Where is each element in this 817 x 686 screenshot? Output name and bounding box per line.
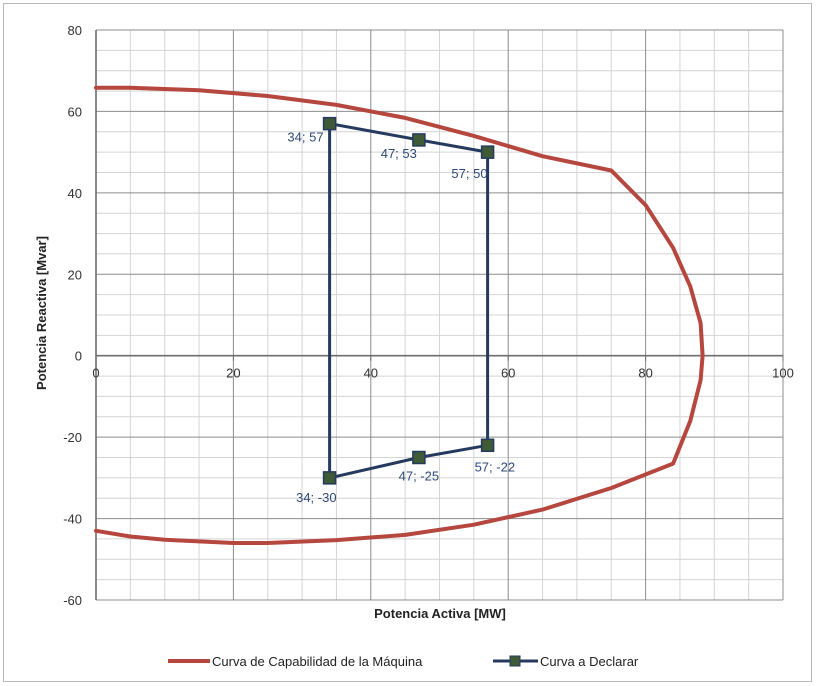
grid-minor-lines bbox=[96, 30, 783, 600]
y-tick-label: -40 bbox=[63, 512, 82, 527]
declarar-point-marker bbox=[480, 145, 495, 159]
data-label: 57; 50 bbox=[451, 166, 487, 181]
x-tick-label: 60 bbox=[501, 366, 515, 381]
legend-label-declarar: Curva a Declarar bbox=[540, 654, 639, 669]
x-tick-label: 40 bbox=[364, 366, 378, 381]
series-layer bbox=[94, 85, 705, 545]
legend-marker-declarar bbox=[509, 655, 521, 667]
tick-labels: 0 20 40 60 80 100 80 60 40 20 0 -20 -40 -60 bbox=[63, 23, 794, 608]
data-label: 34; 57 bbox=[287, 130, 323, 145]
y-tick-label: 0 bbox=[75, 349, 82, 364]
data-labels: 34; 57 47; 53 57; 50 57; -22 47; -25 34; -30 bbox=[287, 130, 515, 505]
data-label: 47; -25 bbox=[399, 469, 439, 484]
chart-frame bbox=[3, 3, 812, 682]
legend-label-capability: Curva de Capabilidad de la Máquina bbox=[212, 654, 423, 669]
y-tick-label: -20 bbox=[63, 430, 82, 445]
y-axis-title: Potencia Reactiva [Mvar] bbox=[34, 236, 49, 390]
y-tick-label: 60 bbox=[68, 104, 82, 119]
x-tick-label: 0 bbox=[92, 366, 99, 381]
declarar-point-marker bbox=[322, 116, 337, 131]
y-tick-label: 40 bbox=[68, 186, 82, 201]
axes bbox=[95, 30, 784, 600]
legend: Curva de Capabilidad de la Máquina Curva… bbox=[168, 654, 639, 669]
x-axis-title: Potencia Activa [MW] bbox=[374, 606, 506, 621]
data-label: 34; -30 bbox=[296, 490, 336, 505]
declarar-point-marker bbox=[480, 438, 495, 453]
x-tick-label: 100 bbox=[772, 366, 794, 381]
y-tick-label: 80 bbox=[68, 23, 82, 38]
data-label: 47; 53 bbox=[381, 146, 417, 161]
declarar-point-marker bbox=[322, 471, 337, 485]
y-tick-label: -60 bbox=[63, 593, 82, 608]
declarar-point-marker bbox=[412, 450, 426, 465]
y-tick-label: 20 bbox=[68, 267, 82, 282]
x-tick-label: 80 bbox=[638, 366, 652, 381]
capability-curve-line bbox=[94, 85, 705, 545]
x-tick-label: 20 bbox=[226, 366, 240, 381]
data-label: 57; -22 bbox=[475, 459, 515, 474]
declarar-point-marker bbox=[412, 133, 426, 147]
